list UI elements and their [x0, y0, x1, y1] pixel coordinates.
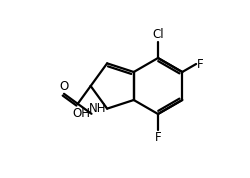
Text: F: F [197, 57, 204, 70]
Text: Cl: Cl [152, 28, 164, 41]
Text: O: O [59, 80, 69, 93]
Text: OH: OH [72, 107, 90, 120]
Text: F: F [155, 131, 161, 144]
Text: NH: NH [88, 102, 106, 115]
